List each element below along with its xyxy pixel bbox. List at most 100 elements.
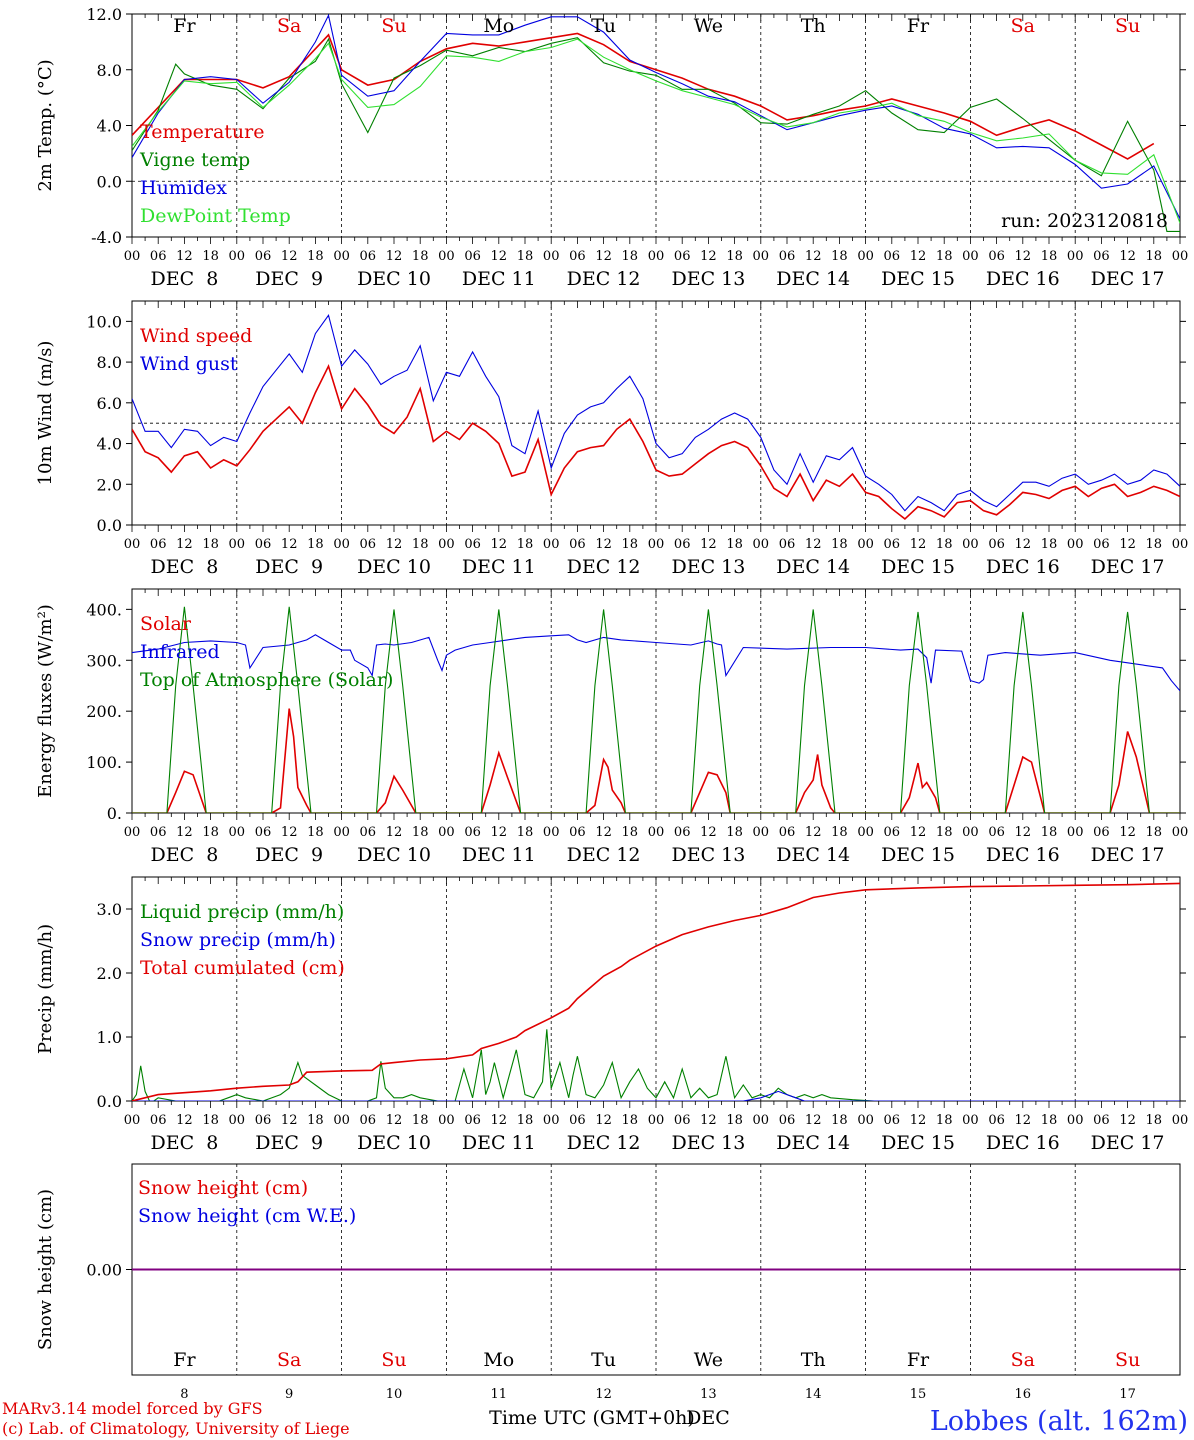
date-label: DEC 9 [255, 268, 323, 290]
hour-label: 06 [884, 537, 901, 552]
hour-label: 12 [1015, 537, 1032, 552]
hour-label: 00 [543, 249, 560, 264]
hour-label: 06 [464, 825, 481, 840]
hour-label: 12 [595, 537, 612, 552]
weekday-label: Fr [173, 1349, 196, 1371]
legend-entry: DewPoint Temp [140, 205, 291, 227]
legend-entry: Wind gust [140, 353, 238, 375]
hour-label: 18 [622, 537, 639, 552]
hour-label: 06 [360, 1113, 377, 1128]
hour-label: 18 [936, 537, 953, 552]
legend-entry: Liquid precip (mm/h) [140, 901, 344, 923]
date-label: DEC 11 [462, 268, 536, 290]
hour-label: 18 [202, 537, 219, 552]
hour-label: 12 [1119, 249, 1136, 264]
hour-label: 12 [805, 537, 822, 552]
hour-label: 00 [1067, 825, 1084, 840]
hour-label: 12 [1015, 1113, 1032, 1128]
weekday-label: Tu [591, 1349, 616, 1371]
hour-label: 00 [753, 825, 770, 840]
hour-label: 12 [281, 1113, 298, 1128]
hour-label: 12 [805, 249, 822, 264]
hour-label: 00 [753, 1113, 770, 1128]
panel-wind: 00 06 12 18 00 06 12 18 00 06 12 18 00 06 12 18 00 06 12 18… [35, 300, 1188, 578]
hour-label: 18 [1146, 1113, 1163, 1128]
hour-label: 00 [124, 249, 141, 264]
hour-label: 12 [595, 1113, 612, 1128]
hour-label: 06 [150, 825, 167, 840]
legend-entry: Temperature [140, 121, 264, 143]
hour-label: 12 [176, 825, 193, 840]
weekday-label: Sa [1011, 1349, 1035, 1371]
date-label: DEC 12 [567, 556, 641, 578]
series-group [132, 14, 1180, 232]
hour-label: 06 [884, 249, 901, 264]
hour-label: 12 [595, 249, 612, 264]
hour-label: 00 [543, 1113, 560, 1128]
hour-label: 18 [831, 249, 848, 264]
hour-label: 18 [831, 1113, 848, 1128]
hour-label: 06 [1093, 1113, 1110, 1128]
hour-label: 00 [962, 249, 979, 264]
hour-label: 18 [412, 1113, 429, 1128]
hour-label: 18 [517, 825, 534, 840]
date-label: DEC 14 [776, 1132, 850, 1154]
y-tick-label: -4.0 [91, 228, 122, 247]
hour-label: 00 [543, 825, 560, 840]
date-label: DEC 17 [1091, 556, 1165, 578]
hour-label: 18 [307, 537, 324, 552]
hour-label: 00 [438, 1113, 455, 1128]
hour-label: 06 [360, 537, 377, 552]
date-label: DEC 15 [881, 844, 955, 866]
hour-label: 18 [726, 537, 743, 552]
date-label: DEC 9 [255, 1132, 323, 1154]
hour-label: 06 [1093, 537, 1110, 552]
hour-label: 18 [1041, 249, 1058, 264]
day-number: 10 [386, 1387, 403, 1402]
y-tick-label: 0. [107, 804, 122, 823]
hour-label: 00 [648, 249, 665, 264]
date-label: DEC 17 [1091, 844, 1165, 866]
hour-label: 12 [910, 537, 927, 552]
hour-label: 18 [412, 249, 429, 264]
hour-label: 18 [1146, 537, 1163, 552]
hour-label: 18 [831, 825, 848, 840]
date-label: DEC 10 [357, 1132, 431, 1154]
hour-label: 06 [569, 825, 586, 840]
y-tick-label: 0.0 [97, 172, 122, 191]
hour-label: 00 [753, 537, 770, 552]
y-tick-label: 12.0 [86, 5, 122, 24]
hour-label: 12 [281, 537, 298, 552]
hour-label: 12 [805, 1113, 822, 1128]
hour-label: 00 [229, 825, 246, 840]
footer-model: MARv3.14 model forced by GFS [2, 1399, 263, 1418]
hour-label: 00 [229, 1113, 246, 1128]
day-number: 8 [180, 1387, 188, 1402]
date-label: DEC 14 [776, 268, 850, 290]
day-number: 11 [491, 1387, 508, 1402]
weekday-label: Su [1115, 1349, 1140, 1371]
hour-label: 06 [988, 249, 1005, 264]
hour-label: 06 [360, 249, 377, 264]
hour-label: 18 [1041, 825, 1058, 840]
weekday-label: Th [801, 15, 826, 37]
hour-label: 00 [857, 249, 874, 264]
hour-label: 12 [700, 1113, 717, 1128]
weekday-label: We [694, 1349, 723, 1371]
weekday-label: Su [1115, 15, 1140, 37]
date-label: DEC 13 [671, 1132, 745, 1154]
y-tick-label: 0.0 [97, 1092, 122, 1111]
panel-temperature: 00 06 12 18 00 06 12 18 00 06 12 18 00 06 12 18 00 06 12 18… [35, 5, 1188, 290]
date-label: DEC 8 [150, 1132, 218, 1154]
hour-label: 12 [491, 1113, 508, 1128]
weekday-label: Mo [483, 15, 514, 37]
legend-entry: Vigne temp [139, 149, 250, 171]
hour-label: 18 [831, 537, 848, 552]
hour-label: 06 [779, 537, 796, 552]
hour-label: 06 [779, 825, 796, 840]
panel-energy: 00 06 12 18 00 06 12 18 00 06 12 18 00 06 12 18 00 06 12 18… [35, 588, 1188, 866]
weekday-label: Fr [907, 15, 930, 37]
hour-label: 12 [491, 825, 508, 840]
y-axis-title: Snow height (cm) [35, 1189, 56, 1350]
